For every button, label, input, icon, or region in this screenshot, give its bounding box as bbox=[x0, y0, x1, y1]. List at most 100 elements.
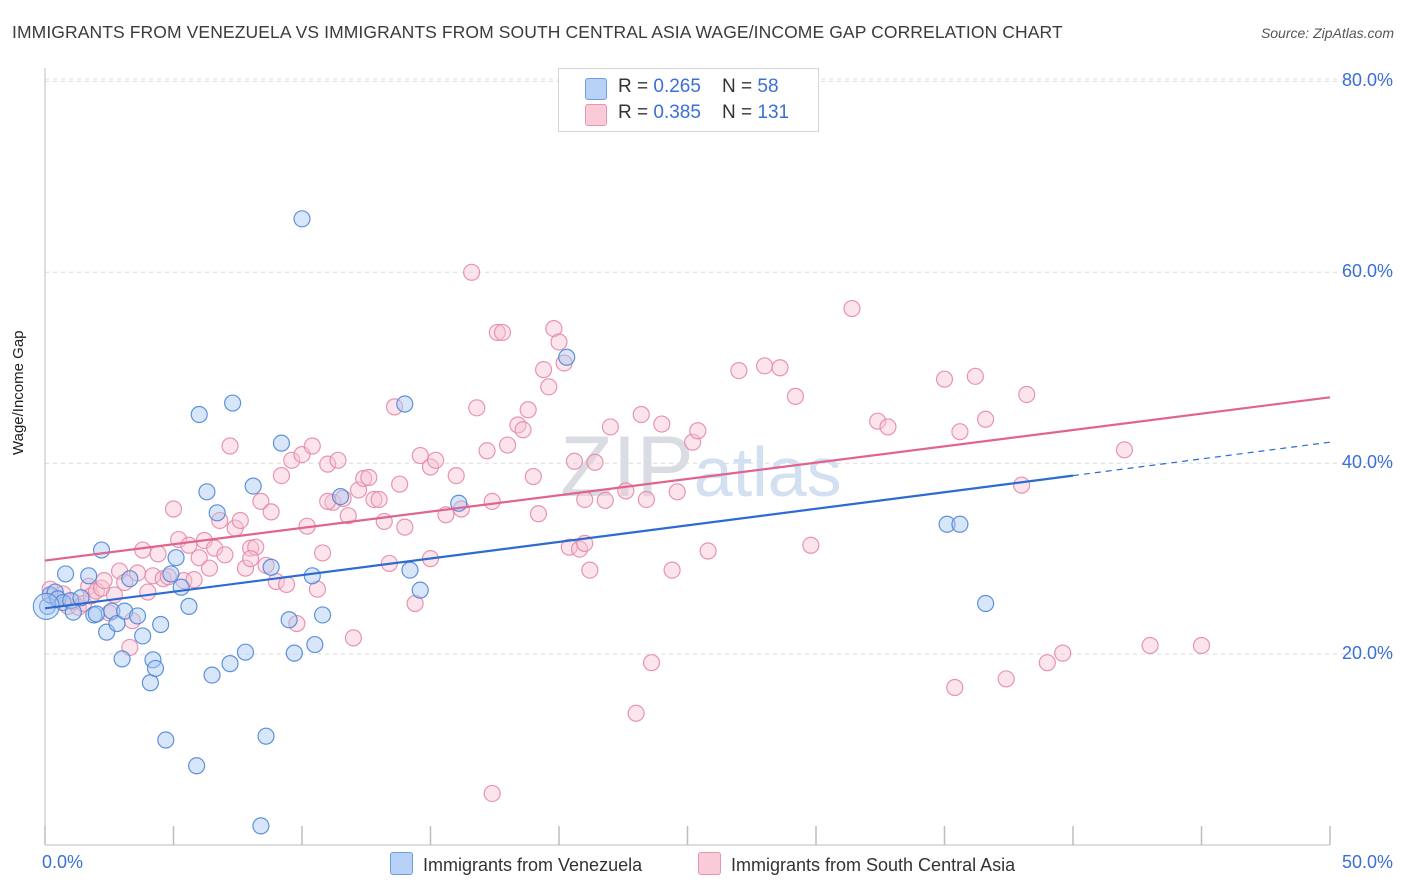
data-point bbox=[642, 654, 661, 672]
data-point bbox=[162, 565, 180, 583]
legend-item-venezuela[interactable]: Immigrants from Venezuela bbox=[390, 852, 642, 876]
data-point bbox=[331, 488, 350, 506]
data-point bbox=[365, 490, 383, 509]
data-point bbox=[509, 416, 527, 434]
data-point bbox=[252, 817, 270, 835]
data-point bbox=[272, 467, 291, 485]
data-point bbox=[869, 412, 887, 430]
data-point bbox=[540, 378, 558, 396]
r-label: R = bbox=[618, 102, 654, 123]
n-value: 58 bbox=[757, 76, 779, 97]
data-point bbox=[493, 323, 512, 342]
data-point bbox=[285, 644, 303, 662]
n-value: 131 bbox=[757, 102, 790, 123]
data-point bbox=[668, 483, 686, 501]
data-point bbox=[534, 361, 553, 379]
data-point bbox=[116, 602, 134, 620]
data-point bbox=[843, 299, 861, 318]
y-tick-label: 40.0% bbox=[1341, 452, 1393, 473]
data-point bbox=[280, 611, 298, 629]
n-label: N = bbox=[722, 76, 758, 97]
data-point bbox=[203, 666, 221, 684]
source-label: Source: ZipAtlas.com bbox=[1260, 25, 1394, 41]
axes bbox=[44, 68, 1331, 846]
data-point bbox=[699, 542, 717, 560]
data-point bbox=[190, 405, 208, 424]
data-point bbox=[755, 357, 774, 375]
data-point bbox=[303, 437, 321, 455]
legend-swatch-blue bbox=[585, 78, 607, 100]
y-tick-label: 60.0% bbox=[1341, 261, 1393, 282]
data-point bbox=[771, 359, 789, 377]
legend-label-south-central-asia: Immigrants from South Central Asia bbox=[731, 855, 1016, 875]
data-point bbox=[313, 606, 332, 624]
legend-item-south-central-asia[interactable]: Immigrants from South Central Asia bbox=[698, 852, 1015, 876]
data-point bbox=[411, 581, 429, 599]
data-point bbox=[272, 434, 291, 452]
data-point bbox=[80, 567, 98, 585]
data-point bbox=[977, 594, 995, 613]
data-point bbox=[951, 515, 969, 533]
data-point bbox=[427, 451, 445, 469]
data-point bbox=[483, 784, 501, 803]
data-point bbox=[558, 348, 576, 366]
data-point bbox=[149, 545, 167, 563]
data-point bbox=[447, 467, 465, 485]
data-point bbox=[514, 421, 532, 439]
data-point bbox=[208, 504, 226, 522]
data-point bbox=[180, 597, 198, 615]
data-point bbox=[231, 511, 249, 530]
y-axis-label: Wage/Income Gap bbox=[10, 330, 27, 455]
data-point bbox=[581, 561, 599, 579]
trend-lines bbox=[44, 396, 1331, 610]
data-point bbox=[167, 549, 185, 567]
data-point bbox=[306, 635, 324, 654]
data-point bbox=[134, 541, 152, 559]
data-point bbox=[499, 436, 517, 454]
trend-line-venezuela bbox=[44, 474, 1074, 610]
data-point bbox=[935, 370, 954, 388]
data-point bbox=[1141, 636, 1159, 655]
x-tick-label: 50.0% bbox=[1341, 852, 1393, 872]
data-point bbox=[344, 629, 362, 647]
data-point bbox=[951, 423, 969, 441]
data-point bbox=[221, 437, 239, 455]
data-point bbox=[257, 727, 275, 745]
data-point bbox=[188, 757, 206, 775]
data-point bbox=[565, 452, 584, 470]
chart-title: IMMIGRANTS FROM VENEZUELA VS IMMIGRANTS … bbox=[12, 22, 1063, 42]
data-point bbox=[139, 583, 157, 601]
data-point bbox=[483, 492, 501, 510]
data-point bbox=[966, 367, 984, 385]
data-point bbox=[152, 615, 170, 634]
legend-swatch-venezuela bbox=[390, 852, 413, 875]
data-point bbox=[385, 398, 404, 416]
data-point bbox=[293, 210, 311, 228]
data-point bbox=[360, 468, 378, 487]
data-point bbox=[95, 571, 113, 590]
data-point bbox=[802, 536, 820, 554]
data-point bbox=[1012, 476, 1031, 494]
data-point bbox=[121, 570, 139, 588]
data-point bbox=[252, 492, 270, 510]
data-point bbox=[653, 415, 671, 433]
correlation-legend: R = 0.265 N = 58 R = 0.385 N = 131 bbox=[558, 68, 819, 132]
data-point bbox=[41, 586, 59, 604]
data-point bbox=[64, 603, 82, 621]
legend-label-venezuela: Immigrants from Venezuela bbox=[423, 855, 643, 875]
data-point bbox=[185, 571, 203, 589]
data-point bbox=[128, 607, 147, 625]
data-point bbox=[262, 503, 280, 521]
data-point bbox=[396, 518, 414, 536]
data-point bbox=[242, 550, 260, 568]
data-point bbox=[391, 475, 409, 493]
data-point bbox=[206, 539, 224, 557]
data-point bbox=[468, 399, 486, 417]
data-point bbox=[601, 418, 620, 436]
data-point bbox=[339, 507, 357, 525]
data-point bbox=[478, 442, 496, 460]
data-point bbox=[550, 333, 568, 351]
data-point bbox=[1038, 654, 1056, 672]
data-point bbox=[200, 559, 219, 577]
data-point bbox=[663, 561, 681, 579]
